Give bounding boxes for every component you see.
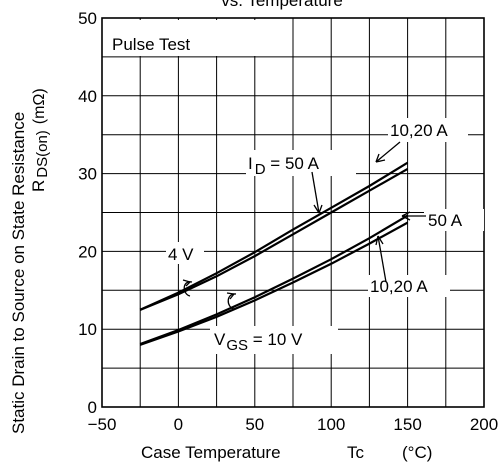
x-tick-label: −50 <box>88 415 117 434</box>
y-tick-label: 20 <box>78 242 97 261</box>
leader-lines <box>182 141 426 310</box>
y-tick-label: 10 <box>78 320 97 339</box>
pulse-test-box <box>104 20 271 56</box>
y-axis-label-symbol: RDS(on)(mΩ) <box>29 88 51 192</box>
chart-title: vs. Temperature <box>221 0 343 10</box>
series-line-2 <box>139 214 409 346</box>
x-tick-label: 100 <box>317 415 345 434</box>
y-tick-label: 40 <box>78 87 97 106</box>
y-tick-label: 30 <box>78 165 97 184</box>
x-axis-symbol: Tc <box>347 443 365 462</box>
label-50A-right: 50 A <box>428 211 463 230</box>
label-10-20A-lower: 10,20 A <box>370 277 428 296</box>
y-tick-label: 50 <box>78 9 97 28</box>
pulse-test-label: Pulse Test <box>112 35 190 54</box>
label-4V: 4 V <box>168 245 194 264</box>
label-vgs-10V: VGS = 10 V <box>214 330 303 354</box>
label-10-20A-top: 10,20 A <box>390 121 448 140</box>
x-tick-label: 50 <box>245 415 264 434</box>
x-tick-label: 0 <box>174 415 183 434</box>
x-tick-label: 200 <box>470 415 498 434</box>
y-tick-label: 0 <box>88 398 97 417</box>
series-line-3 <box>139 221 409 346</box>
grid <box>102 18 484 407</box>
x-axis-label: Case Temperature <box>141 443 281 462</box>
x-tick-label: 150 <box>393 415 421 434</box>
y-axis-label: Static Drain to Source on State Resistan… <box>9 112 28 434</box>
x-axis-unit: (°C) <box>402 443 432 462</box>
